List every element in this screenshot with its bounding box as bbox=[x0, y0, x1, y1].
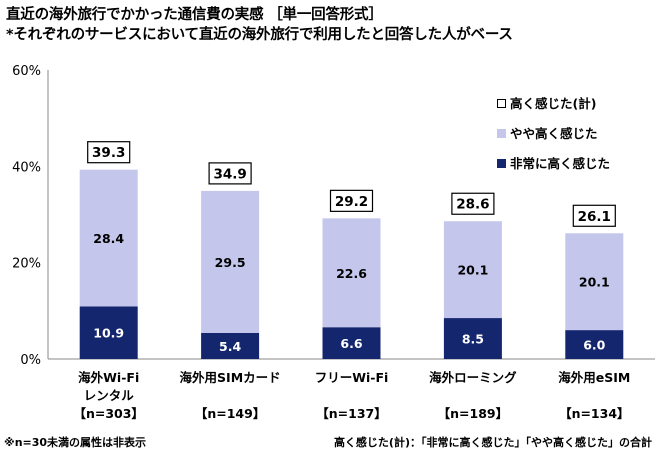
total-label-box bbox=[572, 204, 616, 227]
total-label: 26.1 bbox=[578, 209, 611, 225]
total-label: 28.6 bbox=[456, 197, 489, 213]
data-label-very-high: 6.6 bbox=[340, 336, 362, 351]
data-label-very-high: 5.4 bbox=[219, 339, 241, 354]
data-label-somewhat-high: 29.5 bbox=[215, 255, 246, 270]
x-tick-sample-size: 【n=303】 bbox=[73, 406, 143, 421]
x-tick-label: 海外Wi-Fi bbox=[78, 370, 139, 385]
legend-swatch-very bbox=[497, 159, 506, 168]
total-label: 39.3 bbox=[92, 145, 125, 161]
x-tick-label: 海外ローミング bbox=[429, 370, 517, 385]
x-tick-label: フリーWi-Fi bbox=[315, 370, 389, 385]
x-tick-sample-size: 【n=149】 bbox=[195, 406, 265, 421]
y-tick-label: 60% bbox=[12, 64, 41, 79]
bar-somewhat-high bbox=[79, 169, 138, 307]
total-label-box bbox=[208, 162, 252, 185]
x-tick-sample-size: 【n=137】 bbox=[316, 406, 386, 421]
data-label-somewhat-high: 22.6 bbox=[336, 266, 367, 281]
bar-somewhat-high bbox=[322, 218, 381, 328]
x-tick-sample-size: 【n=134】 bbox=[559, 406, 629, 421]
y-tick-label: 40% bbox=[12, 160, 41, 175]
legend-swatch-high-total bbox=[497, 99, 506, 108]
chart-title: 直近の海外旅行でかかった通信費の実感 ［単一回答形式］ bbox=[6, 7, 383, 23]
x-tick-label: 海外用SIMカード bbox=[180, 370, 281, 385]
legend-item-very: 非常に高く感じた bbox=[497, 153, 610, 172]
legend-item-high-total: 高く感じた(計) bbox=[497, 93, 596, 112]
total-label: 34.9 bbox=[213, 166, 246, 182]
data-label-somewhat-high: 20.1 bbox=[457, 263, 488, 278]
footnote-right: 高く感じた(計)：「非常に高く感じた」「やや高く感じた」の合計 bbox=[333, 436, 652, 449]
data-label-very-high: 6.0 bbox=[583, 338, 605, 353]
x-tick-label: レンタル bbox=[84, 388, 135, 403]
bar-very-high bbox=[322, 327, 381, 359]
legend-label-somewhat: やや高く感じた bbox=[510, 126, 598, 141]
y-tick-label: 0% bbox=[20, 353, 41, 368]
y-tick-label: 20% bbox=[12, 257, 41, 272]
data-label-very-high: 10.9 bbox=[93, 326, 124, 341]
bar-very-high bbox=[79, 306, 138, 359]
total-label-box bbox=[87, 141, 131, 164]
x-tick-label: 海外用eSIM bbox=[558, 370, 630, 385]
legend-swatch-somewhat bbox=[497, 129, 506, 138]
legend-label-high-total: 高く感じた(計) bbox=[510, 96, 597, 111]
footnote-left: ※n=30未満の属性は非表示 bbox=[4, 436, 147, 449]
bar-very-high bbox=[443, 318, 502, 359]
bar-somewhat-high bbox=[443, 221, 502, 319]
total-label: 29.2 bbox=[335, 194, 368, 210]
bar-very-high bbox=[201, 332, 260, 359]
bar-very-high bbox=[565, 330, 624, 359]
bar-somewhat-high bbox=[201, 190, 260, 333]
data-label-very-high: 8.5 bbox=[462, 332, 484, 347]
x-tick-sample-size: 【n=189】 bbox=[438, 406, 508, 421]
bar-somewhat-high bbox=[565, 233, 624, 331]
data-label-somewhat-high: 20.1 bbox=[579, 275, 610, 290]
data-label-somewhat-high: 28.4 bbox=[93, 231, 124, 246]
legend-label-very: 非常に高く感じた bbox=[510, 156, 611, 171]
chart-subtitle: *それぞれのサービスにおいて直近の海外旅行で利用したと回答した人がベース bbox=[6, 27, 513, 43]
total-label-box bbox=[329, 189, 374, 212]
total-label-box bbox=[451, 192, 495, 215]
legend-item-somewhat: やや高く感じた bbox=[497, 123, 598, 142]
